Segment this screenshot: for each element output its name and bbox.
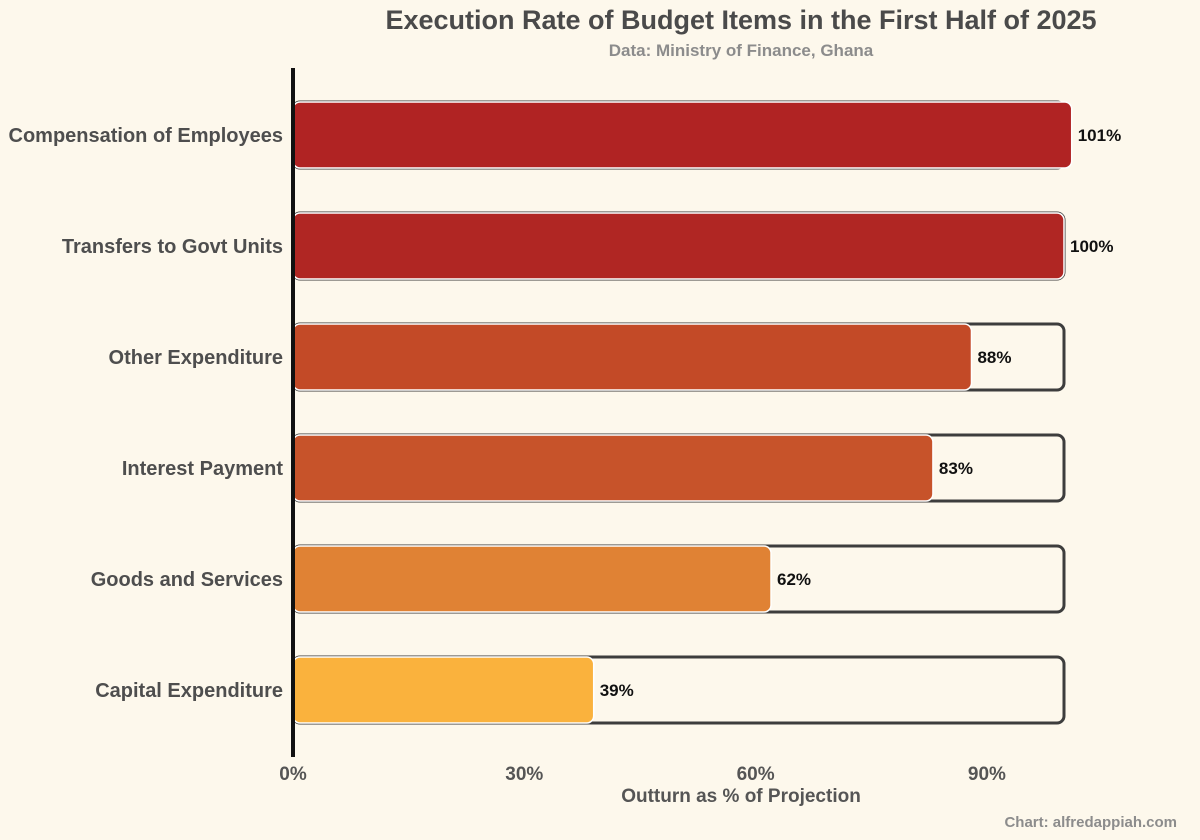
x-tick-label: 60% [737,764,775,785]
x-axis-ticks: 0% 30% 60% 90% [279,764,1006,785]
chart-title: Execution Rate of Budget Items in the Fi… [385,5,1096,35]
x-tick-label: 30% [505,764,543,785]
value-label: 62% [777,570,811,589]
value-label: 101% [1078,126,1121,145]
bar [292,434,934,502]
value-label: 83% [939,459,973,478]
bar [292,101,1073,169]
x-tick-label: 90% [968,764,1006,785]
value-label: 39% [600,681,634,700]
bar [292,212,1065,280]
x-axis-label: Outturn as % of Projection [621,786,861,807]
category-label: Compensation of Employees [9,125,284,147]
category-label: Goods and Services [91,569,283,591]
category-label: Capital Expenditure [95,680,283,702]
bar [292,545,772,613]
x-tick-label: 0% [279,764,307,785]
chart-caption: Chart: alfredappiah.com [1004,814,1177,831]
bar [292,656,595,724]
value-label: 88% [977,348,1011,367]
category-label: Interest Payment [122,458,284,480]
bar [292,323,973,391]
category-label: Other Expenditure [109,347,283,369]
category-label: Transfers to Govt Units [62,236,283,258]
chart-subtitle: Data: Ministry of Finance, Ghana [609,41,874,60]
bars-layer: Compensation of Employees 101% Transfers t… [9,100,1121,725]
value-label: 100% [1070,237,1113,256]
